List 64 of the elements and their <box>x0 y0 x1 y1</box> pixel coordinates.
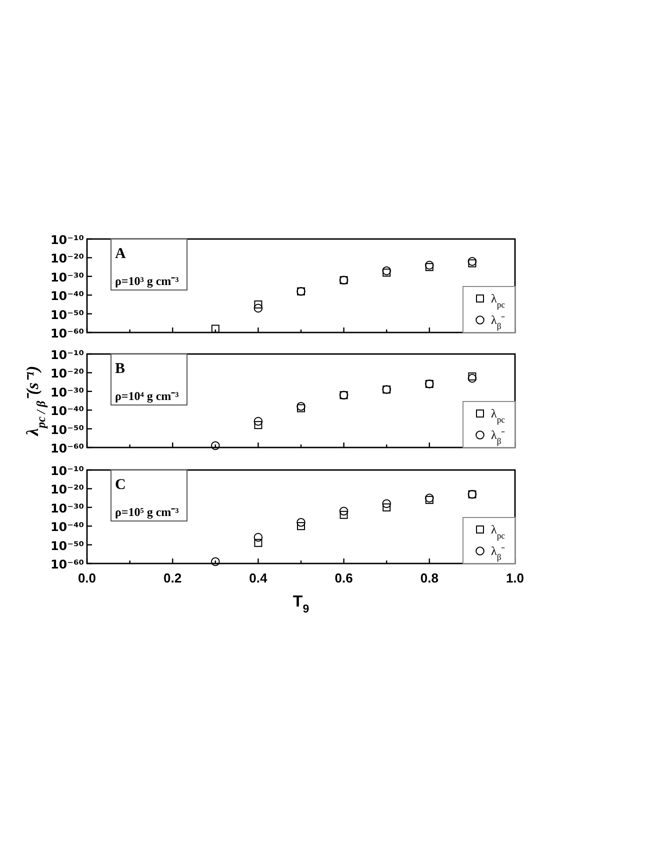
point <box>211 441 220 450</box>
y-tick-label: 10⁻⁴⁰ <box>50 520 84 534</box>
y-tick-label: 10⁻⁶⁰ <box>50 326 84 340</box>
point <box>382 266 391 276</box>
point <box>254 538 262 547</box>
y-tick-label: 10⁻¹⁰ <box>50 233 84 247</box>
legend-label: λ$_{pc}$ <box>491 522 506 540</box>
point <box>382 268 391 277</box>
point <box>468 257 477 266</box>
point <box>425 494 434 502</box>
legend-label: λ$_{pc}$ <box>491 292 506 310</box>
annotation: ρ=10⁵ g cm⁻³ <box>115 505 180 519</box>
y-tick-label: 10⁻²⁰ <box>50 482 84 497</box>
y-tick-label: 10⁻⁵⁰ <box>50 422 84 437</box>
y-tick-label: 10⁻⁶⁰ <box>50 558 84 572</box>
point <box>297 404 305 412</box>
annotation: A <box>115 246 126 262</box>
x-tick-label: 0.8 <box>420 570 438 586</box>
legend-label: λ$_{β}$⁻ <box>491 544 506 562</box>
annotation: C <box>115 477 126 493</box>
legend-label: λ$_{pc}$ <box>491 406 506 424</box>
point <box>382 503 391 512</box>
legend-label: λ$_{β}$⁻ <box>491 313 506 331</box>
x-tick-label: 0.6 <box>334 570 353 586</box>
y-tick-label: 10⁻³⁰ <box>50 501 84 516</box>
point <box>211 324 220 333</box>
x-tick-label: 0.4 <box>249 570 268 586</box>
y-tick-label: 10⁻⁶⁰ <box>50 442 84 456</box>
x-axis-title: T$_{9}$ <box>292 594 310 616</box>
y-tick-label: 10⁻³⁰ <box>50 270 84 284</box>
point <box>211 557 220 566</box>
point <box>296 402 306 411</box>
point <box>425 496 434 504</box>
point <box>468 372 476 380</box>
annotation: ρ=10³ g cm⁻³ <box>115 274 180 288</box>
y-tick-label: 10⁻¹⁰ <box>50 464 84 478</box>
x-tick-label: 0.0 <box>78 570 96 586</box>
point <box>468 374 477 383</box>
y-tick-label: 10⁻³⁰ <box>50 385 84 400</box>
y-tick-label: 10⁻⁴⁰ <box>50 289 84 304</box>
annotation: B <box>115 361 126 377</box>
annotation: ρ=10⁴ g cm⁻³ <box>115 389 180 403</box>
point <box>254 416 263 426</box>
point <box>297 522 305 530</box>
point <box>296 518 306 527</box>
x-tick-label: 0.2 <box>164 570 182 586</box>
point <box>254 304 263 313</box>
y-tick-label: 10⁻²⁰ <box>50 252 84 266</box>
point <box>468 259 476 268</box>
point <box>254 300 262 308</box>
point <box>425 260 434 270</box>
point <box>340 510 348 519</box>
y-tick-label: 10⁻⁴⁰ <box>50 404 84 418</box>
point <box>254 532 263 542</box>
y-tick-label: 10⁻⁵⁰ <box>50 538 84 553</box>
point <box>382 499 391 508</box>
point <box>339 506 348 516</box>
legend-label: λ$_{β}$⁻ <box>491 428 506 446</box>
point <box>425 263 434 272</box>
x-tick-label: 1.0 <box>506 570 524 586</box>
point <box>254 421 262 430</box>
y-tick-label: 10⁻¹⁰ <box>50 348 84 362</box>
y-tick-label: 10⁻²⁰ <box>50 366 84 381</box>
y-tick-label: 10⁻⁵⁰ <box>50 308 84 322</box>
